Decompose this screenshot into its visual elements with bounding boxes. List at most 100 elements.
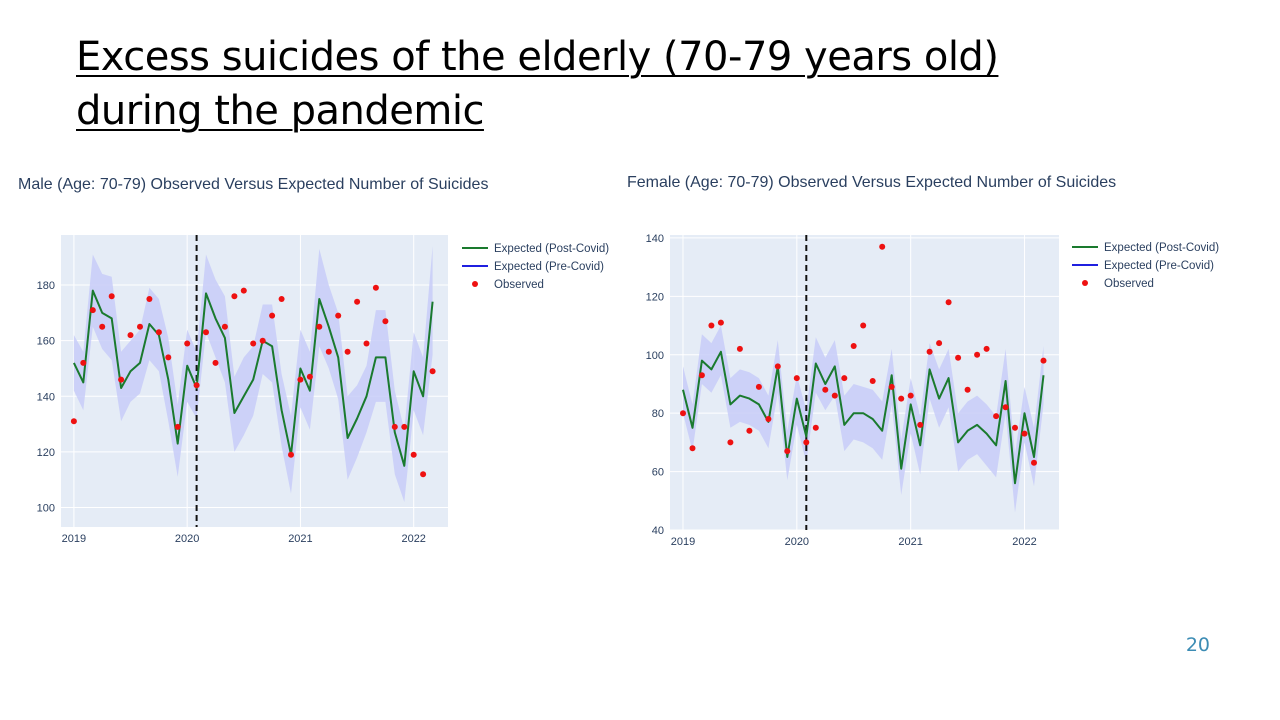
observed-point: [1021, 430, 1028, 437]
observed-point: [689, 445, 696, 452]
observed-point: [401, 423, 408, 430]
observed-point: [917, 421, 924, 428]
observed-point: [212, 359, 219, 366]
observed-point: [155, 329, 162, 336]
observed-point: [698, 372, 705, 379]
observed-point: [316, 323, 323, 330]
legend-label: Expected (Post-Covid): [494, 243, 609, 255]
legend-dot-swatch: [1082, 280, 1088, 286]
observed-point: [803, 439, 810, 446]
x-tick-label: 2020: [785, 536, 809, 548]
observed-point: [831, 392, 838, 399]
observed-point: [907, 392, 914, 399]
observed-point: [193, 382, 200, 389]
y-tick-label: 100: [646, 350, 664, 362]
observed-point: [80, 359, 87, 366]
legend-label: Expected (Post-Covid): [1104, 242, 1219, 254]
observed-point: [99, 323, 106, 330]
page-number: 20: [1185, 634, 1210, 656]
observed-point: [354, 298, 361, 305]
observed-point: [727, 439, 734, 446]
y-tick-label: 160: [37, 336, 55, 348]
observed-point: [372, 284, 379, 291]
y-tick-label: 120: [646, 291, 664, 303]
slide-title-line-1: Excess suicides of the elderly (70-79 ye…: [76, 34, 999, 80]
observed-point: [774, 363, 781, 370]
slide-title: Excess suicides of the elderly (70-79 ye…: [76, 30, 999, 138]
observed-point: [137, 323, 143, 330]
observed-point: [1012, 424, 1018, 431]
observed-point: [746, 427, 753, 434]
observed-point: [306, 373, 313, 380]
observed-point: [736, 345, 743, 352]
observed-point: [793, 375, 800, 382]
observed-point: [240, 287, 247, 294]
observed-point: [1002, 404, 1009, 411]
observed-point: [812, 424, 819, 431]
x-tick-label: 2020: [175, 533, 199, 545]
observed-point: [391, 423, 398, 430]
y-tick-label: 120: [37, 447, 55, 459]
observed-point: [822, 386, 829, 393]
x-tick-label: 2022: [401, 533, 425, 545]
observed-point: [269, 312, 276, 319]
x-tick-label: 2021: [898, 536, 922, 548]
y-tick-label: 40: [652, 525, 664, 537]
observed-point: [765, 416, 772, 422]
observed-point: [127, 332, 134, 339]
observed-point: [165, 354, 172, 361]
legend-label: Expected (Pre-Covid): [494, 261, 604, 273]
observed-point: [118, 376, 125, 383]
expected-band: [683, 325, 1044, 513]
y-tick-label: 60: [652, 467, 664, 479]
observed-point: [420, 471, 427, 478]
observed-point: [1031, 459, 1037, 466]
observed-point: [184, 340, 191, 347]
observed-point: [936, 340, 943, 347]
observed-point: [297, 376, 304, 383]
male-chart: 100 120 140 160 180 2019 2020 2021 2022 Expected …: [37, 235, 609, 545]
observed-point: [964, 386, 971, 393]
y-tick-label: 140: [646, 233, 664, 245]
observed-point: [869, 378, 876, 384]
observed-point: [174, 423, 181, 430]
observed-point: [926, 348, 933, 355]
observed-point: [221, 323, 228, 330]
observed-point: [888, 383, 895, 390]
observed-point: [259, 337, 266, 344]
observed-point: [108, 293, 115, 300]
observed-point: [250, 340, 257, 347]
observed-point: [325, 348, 332, 355]
observed-point: [1040, 357, 1047, 364]
observed-point: [278, 296, 285, 302]
observed-point: [382, 318, 389, 325]
observed-point: [708, 322, 715, 329]
observed-point: [898, 395, 905, 402]
observed-point: [231, 293, 238, 300]
observed-point: [860, 322, 867, 329]
observed-point: [784, 448, 791, 455]
observed-point: [335, 312, 342, 319]
legend-label: Expected (Pre-Covid): [1104, 260, 1214, 272]
observed-point: [146, 296, 153, 302]
observed-point: [680, 410, 686, 417]
x-tick-label: 2021: [288, 533, 312, 545]
observed-point: [429, 368, 436, 375]
observed-point: [410, 451, 417, 458]
expected-band: [73, 246, 433, 502]
expected-post-covid-line: [682, 350, 1045, 485]
x-tick-label: 2022: [1012, 536, 1036, 548]
observed-point: [974, 351, 981, 358]
observed-point: [755, 383, 762, 390]
observed-point: [993, 413, 1000, 420]
legend-label: Observed: [1104, 278, 1154, 290]
x-tick-label: 2019: [62, 533, 86, 545]
observed-point: [955, 354, 962, 361]
observed-point: [203, 329, 209, 336]
observed-point: [363, 340, 370, 347]
observed-point: [983, 345, 990, 352]
slide-title-line-2: during the pandemic: [76, 88, 484, 134]
observed-point: [945, 299, 952, 306]
observed-point: [344, 348, 351, 355]
observed-point: [850, 343, 857, 349]
